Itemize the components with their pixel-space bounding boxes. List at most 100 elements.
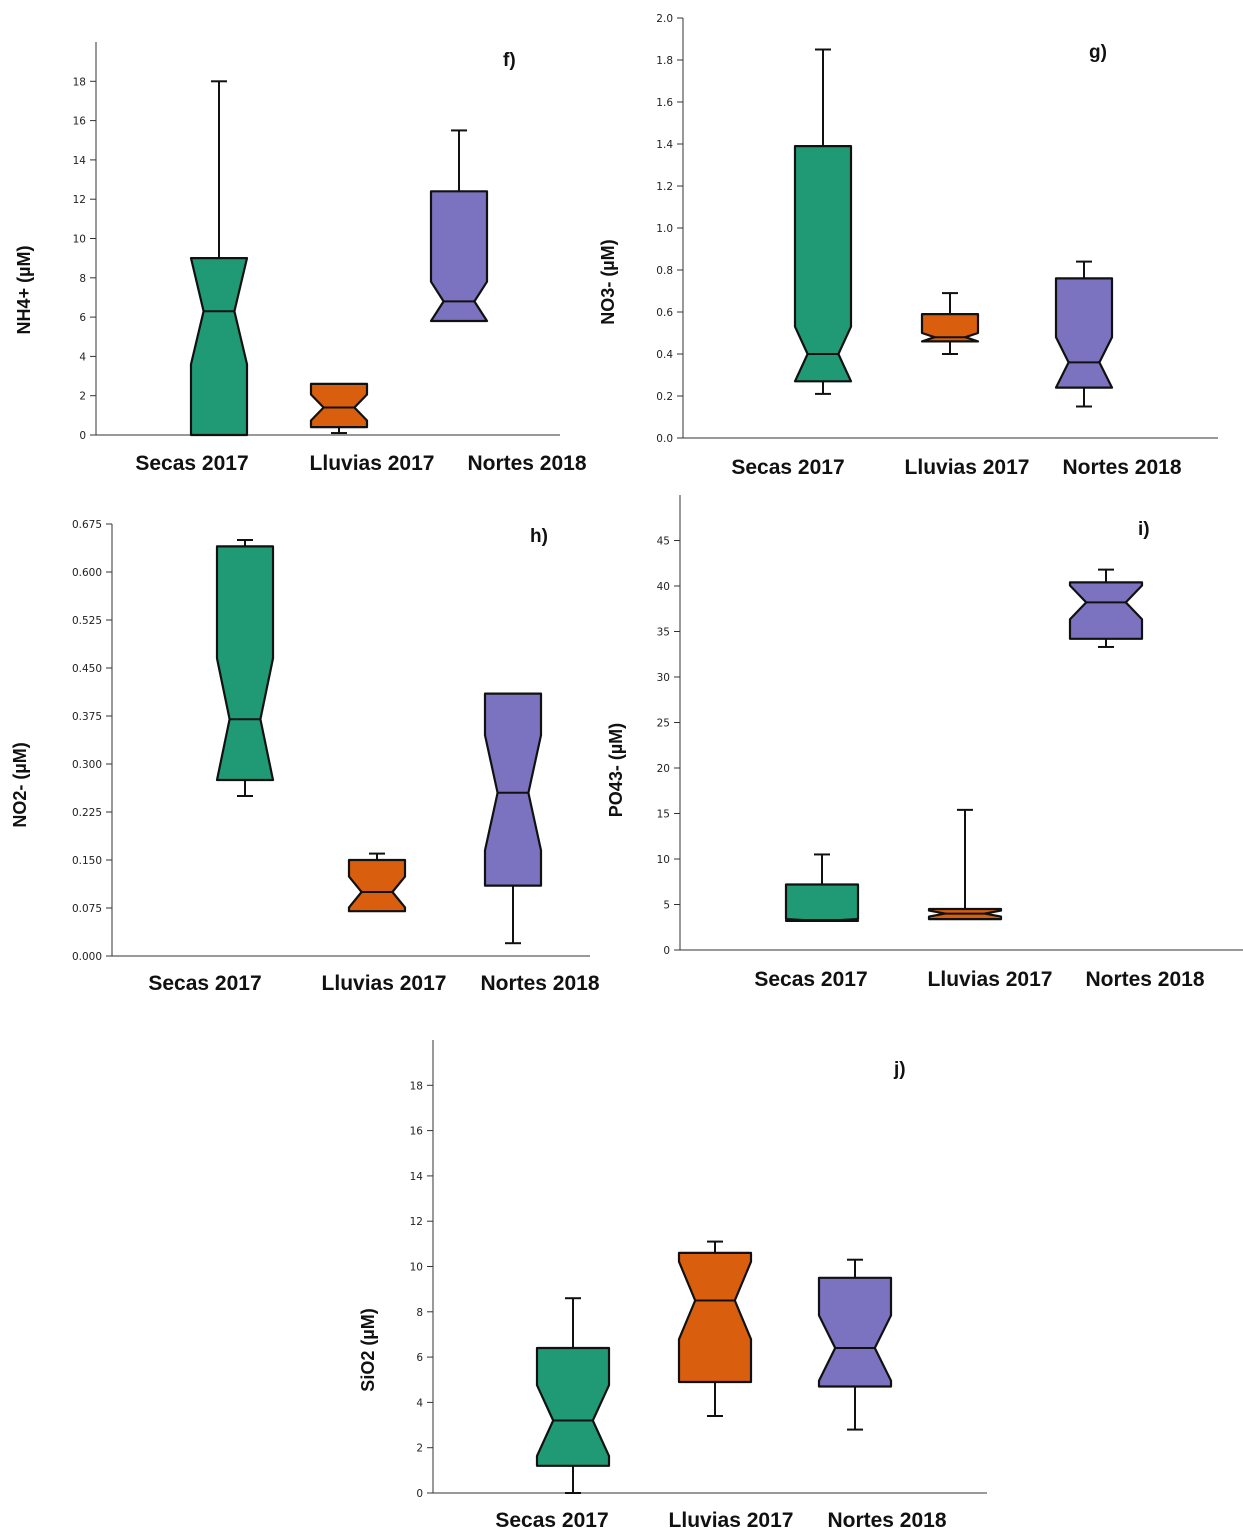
panel-letter: i) xyxy=(1138,519,1150,540)
y-tick-label: 14 xyxy=(73,155,87,167)
y-tick-label: 45 xyxy=(657,536,670,548)
box-body xyxy=(784,883,860,923)
box-body xyxy=(309,382,369,429)
box-lluvias-2017 xyxy=(309,382,369,435)
box-nortes-2018 xyxy=(1054,260,1114,408)
y-tick-label: 16 xyxy=(410,1126,424,1138)
box-secas-2017 xyxy=(535,1297,611,1494)
y-tick-label: 0.675 xyxy=(72,519,102,531)
y-tick-label: 5 xyxy=(663,900,670,912)
box-secas-2017 xyxy=(215,539,275,797)
category-label: Lluvias 2017 xyxy=(322,972,447,995)
box-secas-2017 xyxy=(793,48,853,395)
y-tick-label: 0 xyxy=(79,430,86,442)
y-tick-label: 0.0 xyxy=(656,433,673,445)
box-lluvias-2017 xyxy=(677,1240,753,1417)
y-axis-label: PO43- (µM) xyxy=(606,723,626,817)
box-body xyxy=(1054,277,1114,389)
y-tick-label: 0.300 xyxy=(72,759,102,771)
y-tick-label: 0.525 xyxy=(72,615,102,627)
box-body xyxy=(817,1276,893,1388)
category-label: Secas 2017 xyxy=(731,456,844,479)
y-tick-label: 0.600 xyxy=(72,567,102,579)
y-tick-label: 2 xyxy=(416,1443,423,1455)
y-axis-label: NH4+ (µM) xyxy=(14,246,34,335)
box-lluvias-2017 xyxy=(927,808,1003,921)
y-axis-label: NO2- (µM) xyxy=(10,742,30,827)
box-body xyxy=(347,858,407,913)
box-nortes-2018 xyxy=(1068,568,1144,648)
y-tick-label: 18 xyxy=(73,76,86,88)
y-tick-label: 20 xyxy=(657,763,670,775)
y-tick-label: 0.2 xyxy=(656,391,673,403)
chart-panel-f: 0 2 4 6 8 10 12 14 16 18 Secas 2017 Lluvias 2017 Nor… xyxy=(14,42,587,475)
category-label: Lluvias 2017 xyxy=(928,968,1053,991)
category-label: Secas 2017 xyxy=(148,972,261,995)
category-label: Lluvias 2017 xyxy=(310,452,435,475)
y-tick-label: 30 xyxy=(657,672,670,684)
chart-panel-h: 0.000 0.075 0.150 0.225 0.300 0.375 0.450 0.525… xyxy=(10,519,600,995)
y-tick-label: 2.0 xyxy=(656,13,673,25)
panel-letter: g) xyxy=(1089,42,1107,63)
box-secas-2017 xyxy=(189,80,249,437)
y-tick-label: 4 xyxy=(79,351,86,363)
y-tick-label: 1.0 xyxy=(656,223,673,235)
y-tick-label: 0.225 xyxy=(72,807,102,819)
y-tick-label: 0.8 xyxy=(656,265,673,277)
y-tick-label: 0.075 xyxy=(72,903,102,915)
box-lluvias-2017 xyxy=(920,292,980,355)
y-tick-label: 4 xyxy=(416,1397,423,1409)
y-tick-label: 35 xyxy=(657,627,670,639)
y-tick-label: 16 xyxy=(73,116,87,128)
box-body xyxy=(189,257,249,437)
box-body xyxy=(677,1251,753,1384)
box-body xyxy=(793,145,853,383)
chart-panel-g: 0.0 0.2 0.4 0.6 0.8 1.0 1.2 1.4 1.6 1.8 2.0 Secas 2… xyxy=(598,13,1218,479)
box-body xyxy=(429,190,489,323)
y-tick-label: 6 xyxy=(79,312,86,324)
box-nortes-2018 xyxy=(817,1258,893,1431)
y-tick-label: 1.4 xyxy=(656,139,673,151)
y-tick-label: 0.375 xyxy=(72,711,102,723)
category-label: Lluvias 2017 xyxy=(905,456,1030,479)
category-label: Nortes 2018 xyxy=(1062,456,1181,479)
box-lluvias-2017 xyxy=(347,852,407,913)
category-label: Nortes 2018 xyxy=(827,1509,946,1531)
y-tick-label: 40 xyxy=(657,581,670,593)
y-tick-label: 0.000 xyxy=(72,951,102,963)
category-label: Nortes 2018 xyxy=(480,972,599,995)
y-tick-label: 10 xyxy=(410,1262,423,1274)
y-tick-label: 10 xyxy=(657,854,670,866)
category-label: Secas 2017 xyxy=(754,968,867,991)
y-tick-label: 12 xyxy=(410,1216,423,1228)
y-tick-label: 0.150 xyxy=(72,855,102,867)
y-tick-label: 1.6 xyxy=(656,97,673,109)
chart-panel-j: 0 2 4 6 8 10 12 14 16 18 Secas 2017 Lluvias 2017 Nor… xyxy=(358,1040,987,1531)
y-tick-label: 0 xyxy=(663,945,670,957)
y-tick-label: 0.6 xyxy=(656,307,673,319)
panel-letter: h) xyxy=(530,526,548,547)
y-tick-label: 18 xyxy=(410,1080,423,1092)
chart-panel-i: 0 5 10 15 20 25 30 35 40 45 Secas 2017 Lluvias 2017… xyxy=(606,495,1243,991)
y-tick-label: 0.4 xyxy=(656,349,673,361)
y-tick-label: 15 xyxy=(657,809,670,821)
box-secas-2017 xyxy=(784,853,860,923)
category-label: Nortes 2018 xyxy=(467,452,586,475)
panel-letter: f) xyxy=(503,50,516,71)
y-tick-label: 2 xyxy=(79,391,86,403)
y-tick-label: 1.8 xyxy=(656,55,673,67)
y-tick-label: 14 xyxy=(410,1171,424,1183)
box-body xyxy=(215,545,275,782)
box-body xyxy=(920,313,980,343)
category-label: Nortes 2018 xyxy=(1085,968,1204,991)
y-axis-label: NO3- (µM) xyxy=(598,239,618,324)
y-axis-label: SiO2 (µM) xyxy=(358,1308,378,1391)
box-body xyxy=(483,692,543,887)
y-tick-label: 25 xyxy=(657,718,670,730)
box-body xyxy=(535,1346,611,1467)
category-label: Lluvias 2017 xyxy=(669,1509,794,1531)
y-tick-label: 6 xyxy=(416,1352,423,1364)
y-tick-label: 8 xyxy=(416,1307,423,1319)
y-tick-label: 12 xyxy=(73,194,86,206)
